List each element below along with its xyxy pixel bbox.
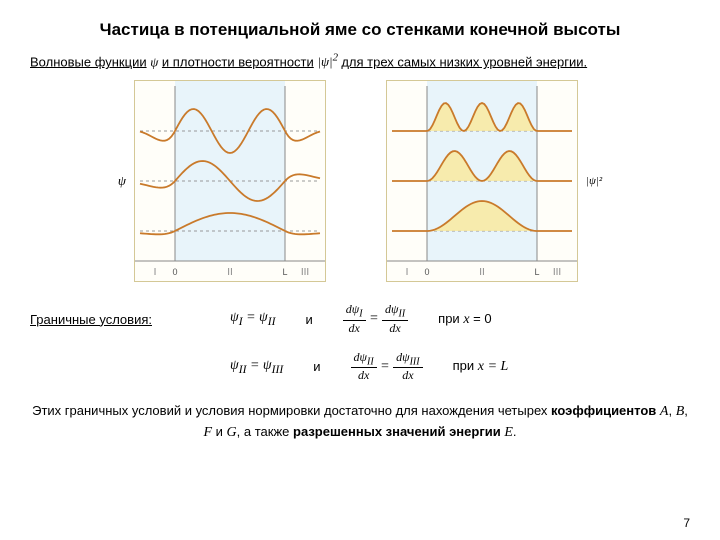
wavefunction-diagram: IIIIII0L — [134, 80, 326, 282]
probability-diagram: IIIIII0L — [386, 80, 578, 282]
subtitle-p2: и плотности вероятности — [162, 54, 314, 69]
page-title: Частица в потенциальной яме со стенками … — [30, 20, 690, 40]
boundary-label: Граничные условия: — [30, 312, 200, 327]
symbol-psi2-sup: 2 — [333, 52, 338, 64]
subtitle-p1: Волновые функции — [30, 54, 147, 69]
symbol-psi: ψ — [150, 54, 158, 69]
wavefunction-svg: IIIIII0L — [135, 81, 325, 281]
at-1: при x = 0 — [438, 311, 491, 328]
and-2: и — [313, 359, 320, 374]
svg-text:II: II — [227, 267, 233, 278]
probability-svg: IIIIII0L — [387, 81, 577, 281]
svg-text:III: III — [553, 267, 561, 278]
symbol-psi2: |ψ|2 — [317, 54, 341, 69]
left-axis-label: ψ — [118, 173, 126, 189]
svg-text:0: 0 — [424, 267, 429, 277]
svg-text:I: I — [154, 267, 157, 278]
subtitle: Волновые функции ψ и плотности вероятнос… — [30, 52, 690, 70]
page-number: 7 — [683, 516, 690, 530]
eq-1b: dψIdx = dψIIdx — [343, 302, 408, 335]
eq-1a: ψI = ψII — [230, 310, 276, 328]
diagram-row: ψ IIIIII0L IIIIII0L |ψ|² — [30, 80, 690, 282]
svg-text:L: L — [534, 267, 539, 277]
eq-2a: ψII = ψIII — [230, 358, 283, 376]
at-2: при x = L — [453, 358, 509, 375]
boundary-conditions: Граничные условия: ψI = ψII и dψIdx = dψ… — [30, 302, 690, 383]
symbol-psi2-base: |ψ| — [317, 54, 332, 69]
svg-text:I: I — [406, 267, 409, 278]
svg-text:L: L — [282, 267, 287, 277]
footer-text: Этих граничных условий и условия нормиро… — [30, 401, 690, 443]
svg-text:0: 0 — [172, 267, 177, 277]
subtitle-p3: для трех самых низких уровней энергии. — [341, 54, 587, 69]
right-axis-label: |ψ|² — [586, 175, 602, 187]
and-1: и — [306, 312, 313, 327]
svg-text:III: III — [301, 267, 309, 278]
svg-text:II: II — [479, 267, 485, 278]
eq-2b: dψIIdx = dψIIIdx — [351, 350, 423, 383]
